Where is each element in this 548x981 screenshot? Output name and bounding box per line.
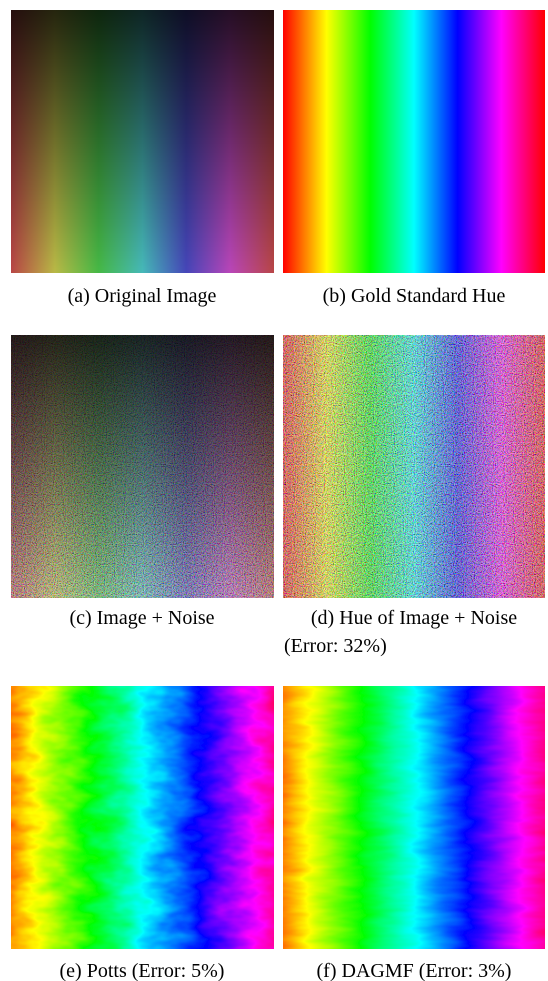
caption: (c) Image + Noise (69, 607, 214, 629)
caption: (b) Gold Standard Hue (323, 285, 506, 307)
figure: (a) Original Image (b) Gold Standard Hue… (0, 0, 548, 981)
caption: (a) Original Image (68, 285, 217, 307)
caption: (f) DAGMF (Error: 3%) (317, 960, 512, 981)
noisy-image (11, 335, 274, 598)
potts-result (0, 660, 310, 980)
gold-standard-hue (283, 10, 545, 273)
noisy-hue (283, 335, 545, 598)
caption: (Error: 32%) (284, 635, 387, 657)
caption: (e) Potts (Error: 5%) (60, 960, 225, 981)
dagmf-result (255, 660, 548, 980)
original-image (11, 10, 274, 273)
caption: (d) Hue of Image + Noise (311, 607, 517, 629)
